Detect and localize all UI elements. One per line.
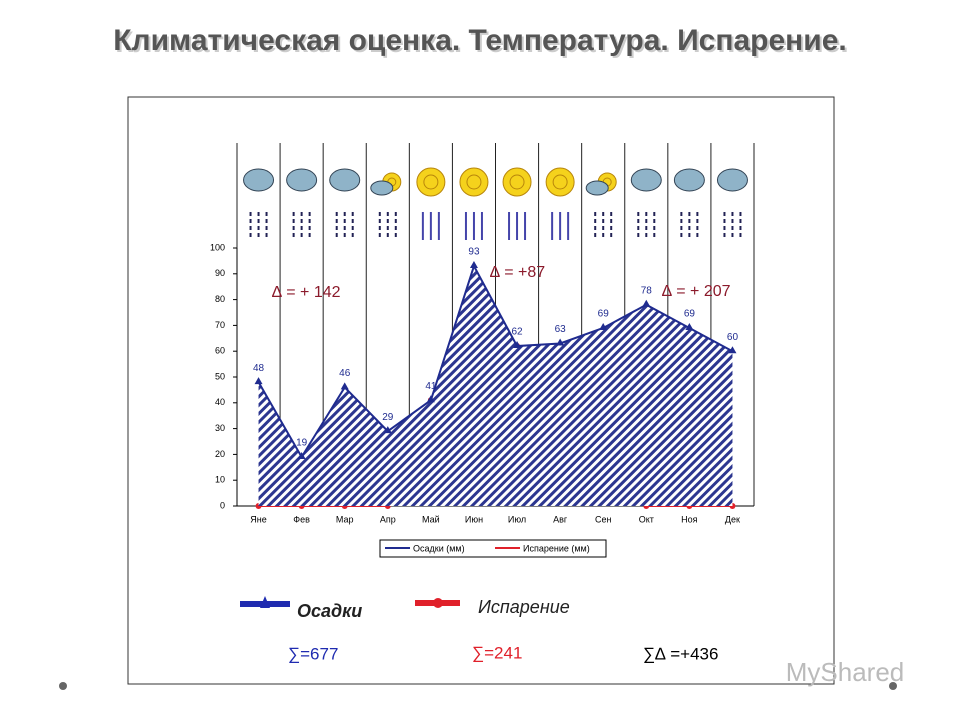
point — [513, 341, 522, 349]
area-fill — [258, 266, 733, 506]
x-tick-label: Дек — [725, 514, 740, 524]
x-tick-label: Сен — [595, 514, 612, 524]
value-label: 41 — [425, 381, 437, 392]
y-tick-label: 30 — [215, 423, 225, 433]
y-tick-label: 60 — [215, 346, 225, 356]
point — [340, 382, 349, 390]
cloud-icon — [286, 168, 318, 192]
y-tick-label: 70 — [215, 320, 225, 330]
sun-icon — [545, 167, 575, 197]
annotation: ∆ = + 142 — [272, 284, 341, 301]
cloud-icon — [370, 180, 394, 196]
x-tick-label: Май — [422, 514, 440, 524]
legend-marker — [260, 596, 270, 608]
point — [599, 322, 608, 330]
value-label: 69 — [598, 309, 610, 320]
sun-swirl — [423, 174, 439, 190]
sun-swirl — [509, 174, 525, 190]
x-tick-label: Ноя — [681, 514, 698, 524]
watermark: MyShared — [786, 657, 905, 687]
value-label: 62 — [511, 327, 523, 338]
legend-label: Осадки — [297, 601, 362, 621]
value-label: 78 — [641, 285, 653, 296]
value-label: 63 — [555, 324, 567, 335]
sun-icon — [459, 167, 489, 197]
value-label: 93 — [468, 247, 480, 258]
x-tick-label: Фев — [293, 514, 310, 524]
title: Климатическая оценка. Температура. Испар… — [113, 24, 846, 57]
x-tick-label: Июл — [508, 514, 526, 524]
value-label: 48 — [253, 363, 265, 374]
x-tick-label: Яне — [250, 514, 266, 524]
legend-label: Осадки (мм) — [413, 543, 465, 553]
y-tick-label: 90 — [215, 268, 225, 278]
annotation: ∆ = + 207 — [662, 283, 731, 300]
point — [426, 395, 435, 403]
point — [685, 322, 694, 330]
value-label: 46 — [339, 368, 351, 379]
y-tick-label: 80 — [215, 294, 225, 304]
point — [556, 338, 565, 346]
legend-marker — [433, 598, 443, 608]
sun-icon — [416, 167, 446, 197]
point — [642, 299, 651, 307]
sum: ∑=241 — [472, 643, 522, 662]
sun-icon — [502, 167, 532, 197]
y-tick-label: 50 — [215, 371, 225, 381]
x-tick-label: Мар — [336, 514, 354, 524]
cloud-icon — [329, 168, 361, 192]
cloud-icon — [243, 168, 275, 192]
point — [469, 261, 478, 269]
title-shadow: Климатическая оценка. Температура. Испар… — [115, 26, 848, 59]
value-label: 69 — [684, 309, 696, 320]
cloud-icon — [585, 180, 609, 196]
legend-label: Испарение — [478, 597, 570, 617]
sun-swirl — [552, 174, 568, 190]
sum: ∑∆ =+436 — [643, 644, 718, 663]
y-tick-label: 0 — [220, 500, 225, 510]
x-tick-label: Июн — [465, 514, 483, 524]
value-label: 29 — [382, 412, 394, 423]
x-tick-label: Окт — [639, 514, 654, 524]
frame — [127, 96, 835, 685]
value-label: 60 — [727, 332, 739, 343]
legend-box — [379, 539, 607, 558]
annotation: ∆ = +87 — [490, 264, 545, 281]
x-tick-label: Апр — [380, 514, 396, 524]
point — [297, 451, 306, 459]
point — [254, 377, 263, 385]
x-tick-label: Авг — [553, 514, 568, 524]
point — [383, 426, 392, 434]
point — [728, 346, 737, 354]
y-tick-label: 40 — [215, 397, 225, 407]
y-tick-label: 10 — [215, 475, 225, 485]
y-tick-label: 100 — [210, 242, 225, 252]
cloud-icon — [716, 168, 748, 192]
series-line — [257, 263, 733, 459]
value-label: 19 — [296, 438, 308, 449]
dot — [889, 682, 897, 690]
y-tick-label: 20 — [215, 449, 225, 459]
sum: ∑=677 — [288, 644, 338, 663]
sun-swirl — [466, 174, 482, 190]
cloud-icon — [630, 168, 662, 192]
dot — [59, 682, 67, 690]
cloud-icon — [673, 168, 705, 192]
legend-label: Испарение (мм) — [523, 543, 590, 553]
